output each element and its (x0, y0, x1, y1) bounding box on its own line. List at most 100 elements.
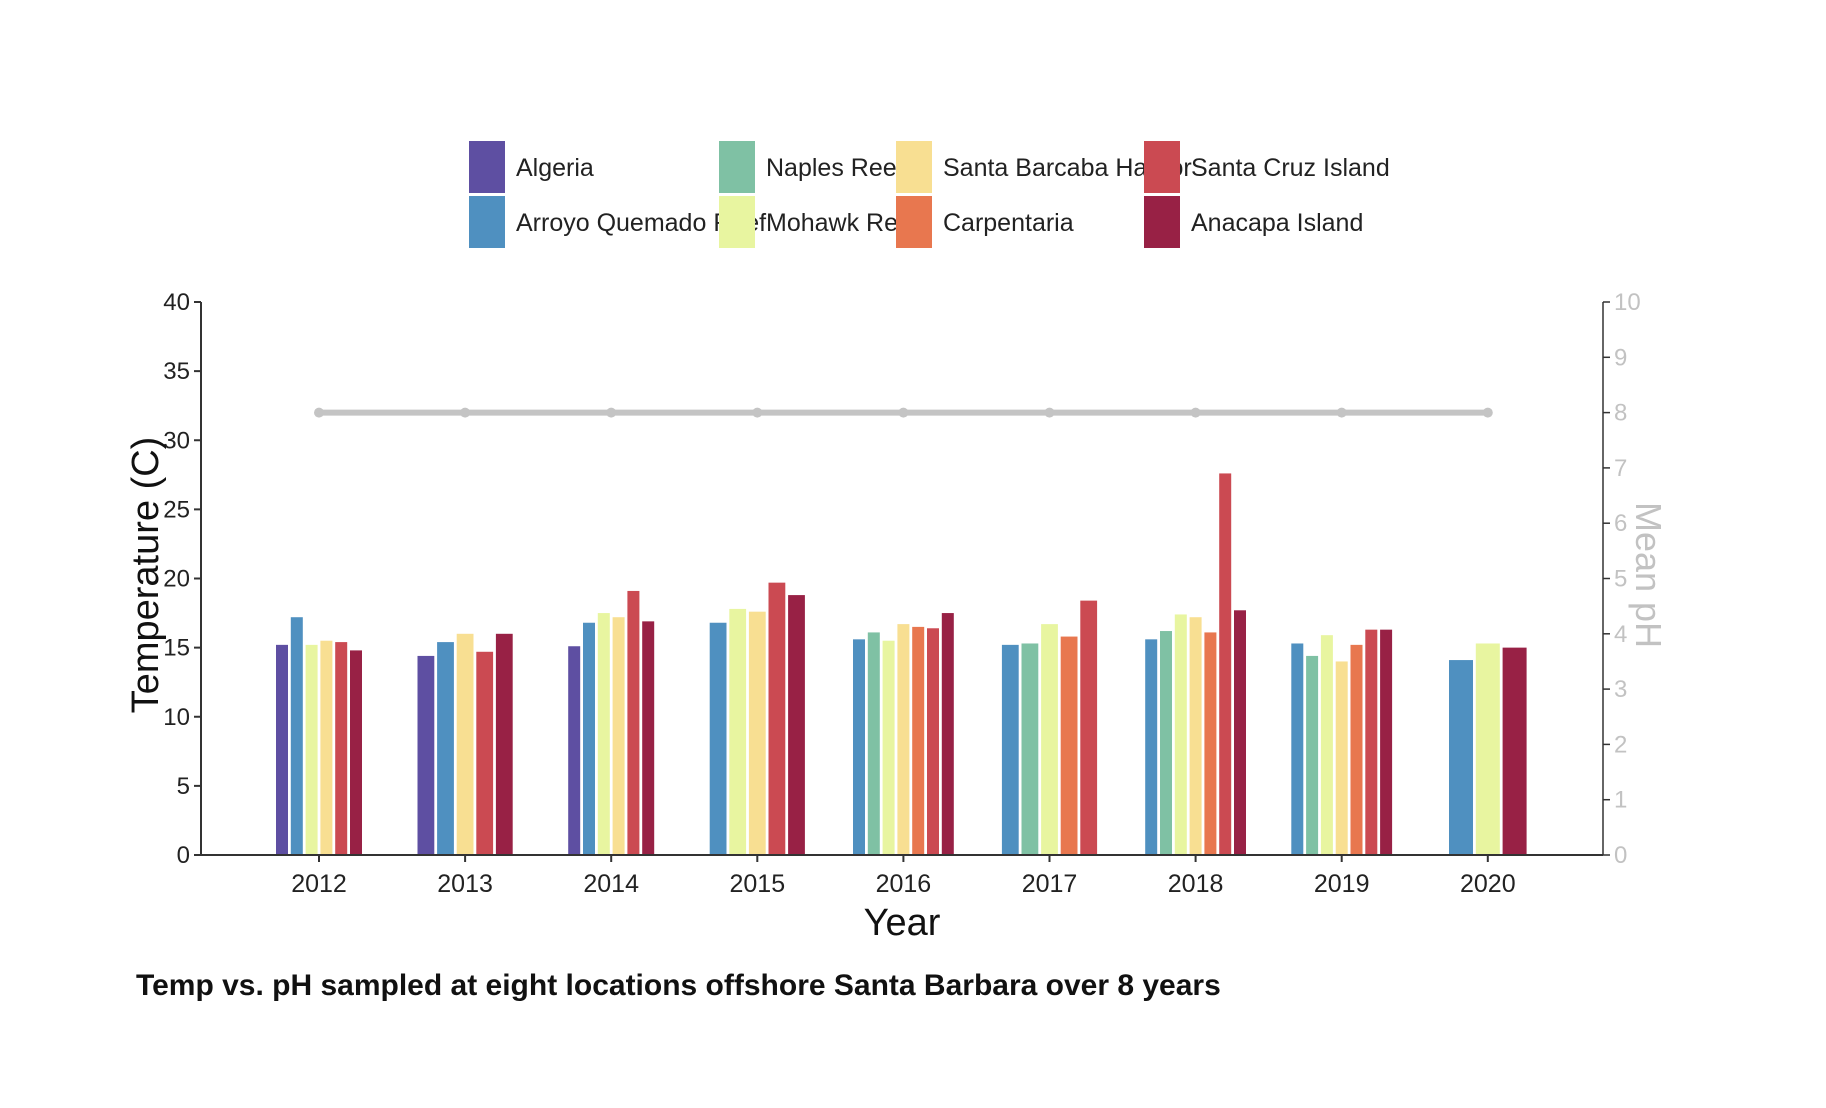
y2-tick-label: 5 (1614, 566, 1627, 593)
ph-point (1190, 407, 1201, 418)
bar-carpentaria-2017 (1060, 636, 1078, 855)
bar-carpentaria-2018 (1204, 632, 1217, 855)
legend-label: Carpentaria (943, 209, 1074, 237)
bar-naples-reef-2019 (1306, 655, 1319, 855)
ph-point (898, 407, 909, 418)
bar-naples-reef-2016 (867, 632, 880, 855)
ph-point (1044, 407, 1055, 418)
legend-swatch (1144, 196, 1180, 248)
x-axis-title: Year (864, 902, 941, 944)
x-tick-label: 2019 (1314, 870, 1370, 898)
bar-arroyo-quemado-reef-2014 (583, 622, 595, 855)
legend-swatch (719, 196, 755, 248)
bar-mohawk-reef-2014 (597, 613, 610, 855)
legend-swatch (896, 141, 932, 193)
bar-santa-cruz-island-2019 (1365, 629, 1378, 855)
ph-point (606, 407, 617, 418)
bar-carpentaria-2019 (1350, 644, 1363, 855)
bar-anacapa-island-2019 (1380, 629, 1393, 855)
y2-tick-label: 4 (1614, 621, 1627, 648)
y-tick-label: 40 (163, 289, 190, 316)
bar-mohawk-reef-2019 (1320, 635, 1333, 855)
x-tick-label: 2020 (1460, 870, 1516, 898)
bar-algeria-2014 (568, 646, 581, 855)
y2-tick-label: 3 (1614, 676, 1627, 703)
ph-point (460, 407, 471, 418)
y2-tick-label: 1 (1614, 787, 1627, 814)
ph-point (1482, 407, 1493, 418)
bar-mohawk-reef-2015 (729, 608, 747, 855)
legend-swatch (896, 196, 932, 248)
x-tick-label: 2012 (291, 870, 347, 898)
bar-santa-barcaba-harbor-2013 (456, 633, 474, 855)
bar-mohawk-reef-2018 (1174, 614, 1187, 855)
bar-arroyo-quemado-reef-2012 (290, 617, 303, 855)
y-tick-label: 10 (163, 704, 190, 731)
y-tick-label: 35 (163, 358, 190, 385)
x-tick-label: 2016 (876, 870, 932, 898)
bar-santa-barcaba-harbor-2015 (748, 611, 766, 855)
bar-santa-cruz-island-2013 (476, 651, 494, 855)
bar-mohawk-reef-2012 (305, 644, 318, 855)
legend-label: Santa Cruz Island (1191, 154, 1390, 182)
x-tick-label: 2018 (1168, 870, 1224, 898)
bar-santa-cruz-island-2014 (627, 590, 640, 855)
bar-arroyo-quemado-reef-2020 (1449, 660, 1473, 855)
legend-swatch (1144, 141, 1180, 193)
ph-line-group (314, 407, 1493, 418)
legend-swatch (719, 141, 755, 193)
right-ticks: 0 1 2 3 4 5 6 7 8 9 10 (1603, 289, 1641, 869)
y2-tick-label: 8 (1614, 400, 1627, 427)
bar-anacapa-island-2013 (495, 633, 513, 855)
y2-axis-title: Mean pH (1628, 502, 1669, 648)
ph-point (314, 407, 324, 418)
bar-naples-reef-2018 (1160, 631, 1172, 855)
bar-arroyo-quemado-reef-2019 (1291, 643, 1304, 855)
bar-santa-barcaba-harbor-2016 (897, 624, 910, 855)
bar-santa-cruz-island-2016 (927, 628, 939, 855)
x-ticks: 2012 2013 2014 2015 2016 2017 2018 2019 2020 (291, 855, 1516, 898)
bar-arroyo-quemado-reef-2018 (1145, 639, 1158, 855)
y2-tick-label: 2 (1614, 731, 1627, 758)
legend-swatch (469, 196, 505, 248)
bar-anacapa-island-2018 (1234, 610, 1246, 855)
bars-group (276, 473, 1527, 855)
bar-santa-cruz-island-2018 (1219, 473, 1232, 855)
bar-arroyo-quemado-reef-2017 (1001, 644, 1019, 855)
bar-algeria-2013 (417, 655, 435, 855)
bar-arroyo-quemado-reef-2013 (437, 642, 454, 855)
y2-tick-label: 0 (1614, 842, 1627, 869)
y2-tick-label: 6 (1614, 510, 1627, 537)
y-tick-label: 30 (163, 427, 190, 454)
bar-santa-cruz-island-2015 (768, 582, 786, 855)
x-tick-label: 2014 (583, 870, 639, 898)
legend-swatch (469, 141, 505, 193)
bar-arroyo-quemado-reef-2016 (853, 639, 865, 855)
bar-mohawk-reef-2016 (882, 640, 895, 855)
y-tick-label: 5 (177, 773, 190, 800)
chart-caption: Temp vs. pH sampled at eight locations o… (136, 969, 1221, 1002)
bar-santa-barcaba-harbor-2018 (1189, 617, 1202, 855)
bar-anacapa-island-2012 (350, 650, 362, 855)
y-tick-label: 15 (163, 635, 190, 662)
y-tick-label: 20 (163, 566, 190, 593)
bar-anacapa-island-2015 (788, 595, 805, 855)
bar-algeria-2012 (276, 644, 288, 855)
legend-label: Naples Reef (766, 154, 904, 182)
bar-santa-cruz-island-2012 (335, 642, 348, 855)
x-tick-label: 2017 (1022, 870, 1078, 898)
legend-label: Algeria (516, 154, 594, 182)
bar-carpentaria-2016 (912, 626, 925, 855)
y2-tick-label: 7 (1614, 455, 1627, 482)
bar-mohawk-reef-2020 (1475, 643, 1500, 855)
legend-label: Anacapa Island (1191, 209, 1363, 237)
ph-point (1336, 407, 1347, 418)
bar-anacapa-island-2020 (1502, 647, 1527, 855)
y-axis-title: Temperature (C) (125, 437, 167, 714)
bar-santa-barcaba-harbor-2019 (1335, 661, 1348, 855)
y2-tick-label: 9 (1614, 344, 1627, 371)
y-tick-label: 0 (177, 842, 190, 869)
